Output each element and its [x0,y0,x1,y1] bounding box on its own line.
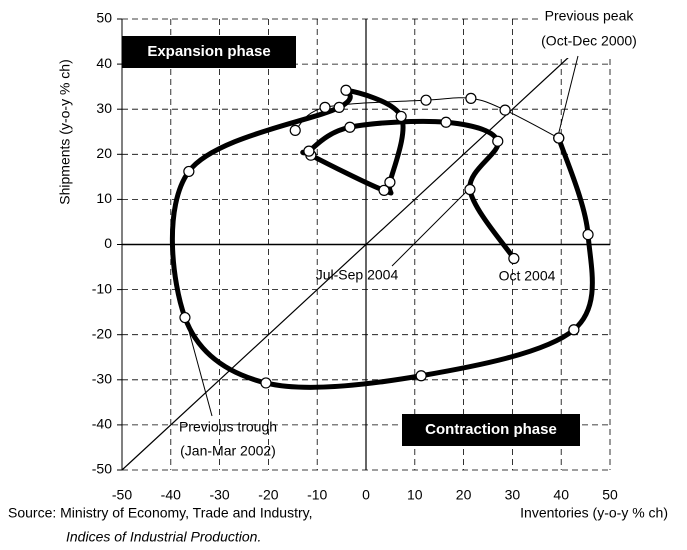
y-tick-label: -40 [92,416,112,432]
point [465,92,477,104]
pointer [185,319,213,417]
oct-label: Oct 2004 [499,268,556,284]
point [492,135,504,147]
point [340,84,352,96]
point [289,124,301,136]
grid [117,18,611,471]
x-tick-label: 40 [553,487,569,503]
y-tick-label: 30 [96,100,112,116]
diagonal [121,18,611,471]
point [499,104,511,116]
y-tick-label: -20 [92,325,112,341]
x-tick-label: -40 [161,487,181,503]
y-tick-label: 0 [104,235,112,251]
y-tick-label: 50 [96,10,112,26]
x-tick-label: -10 [307,487,327,503]
point [344,121,356,133]
contraction-box [402,414,580,446]
peak-label-bg [538,6,640,58]
y-tick-label: 40 [96,55,112,71]
x-tick-label: -50 [112,487,132,503]
trough-label: Previous trough [179,419,277,435]
x-tick-label: -30 [209,487,229,503]
contraction-label: Contraction phase [425,421,557,438]
point [395,110,407,123]
point [179,311,191,324]
x-tick-label: 0 [362,487,370,503]
point [508,252,520,265]
expansion-box [122,36,296,68]
x-tick-label: 20 [456,487,472,503]
point [319,101,331,113]
jul-sep-label: Jul-Sep 2004 [316,267,399,283]
point [553,132,565,144]
y-tick-label: 20 [96,145,112,161]
series-line [169,87,595,390]
source: Indices of Industrial Production. [66,529,261,545]
pointer [391,191,467,267]
x-tick-label: 50 [602,487,618,503]
point [568,324,580,336]
source: Source: Ministry of Economy, Trade and I… [8,505,313,521]
pointer [557,55,579,137]
x-tick-label: 30 [505,487,521,503]
point [303,145,315,157]
x-axis-label: Inventories (y-o-y % ch) [520,505,668,521]
y-axis-label: Shipments (y-o-y % ch) [57,59,73,204]
point [582,228,594,241]
peak-label: (Oct-Dec 2000) [541,33,637,49]
point [260,377,272,389]
peak-label: Previous peak [545,8,635,24]
y-tick-label: -10 [92,280,112,296]
x-tick-label: -20 [258,487,278,503]
point [378,184,390,196]
point [183,165,195,178]
y-tick-label: -50 [92,461,112,477]
point [420,94,432,106]
y-tick-label: -30 [92,371,112,387]
point [333,101,345,113]
expansion-label: Expansion phase [147,43,270,60]
trough-label: (Jan-Mar 2002) [180,443,276,459]
point [415,370,427,382]
point [464,183,476,196]
x-tick-label: 10 [407,487,423,503]
point [384,176,396,188]
point [440,116,452,128]
y-tick-label: 10 [96,190,112,206]
